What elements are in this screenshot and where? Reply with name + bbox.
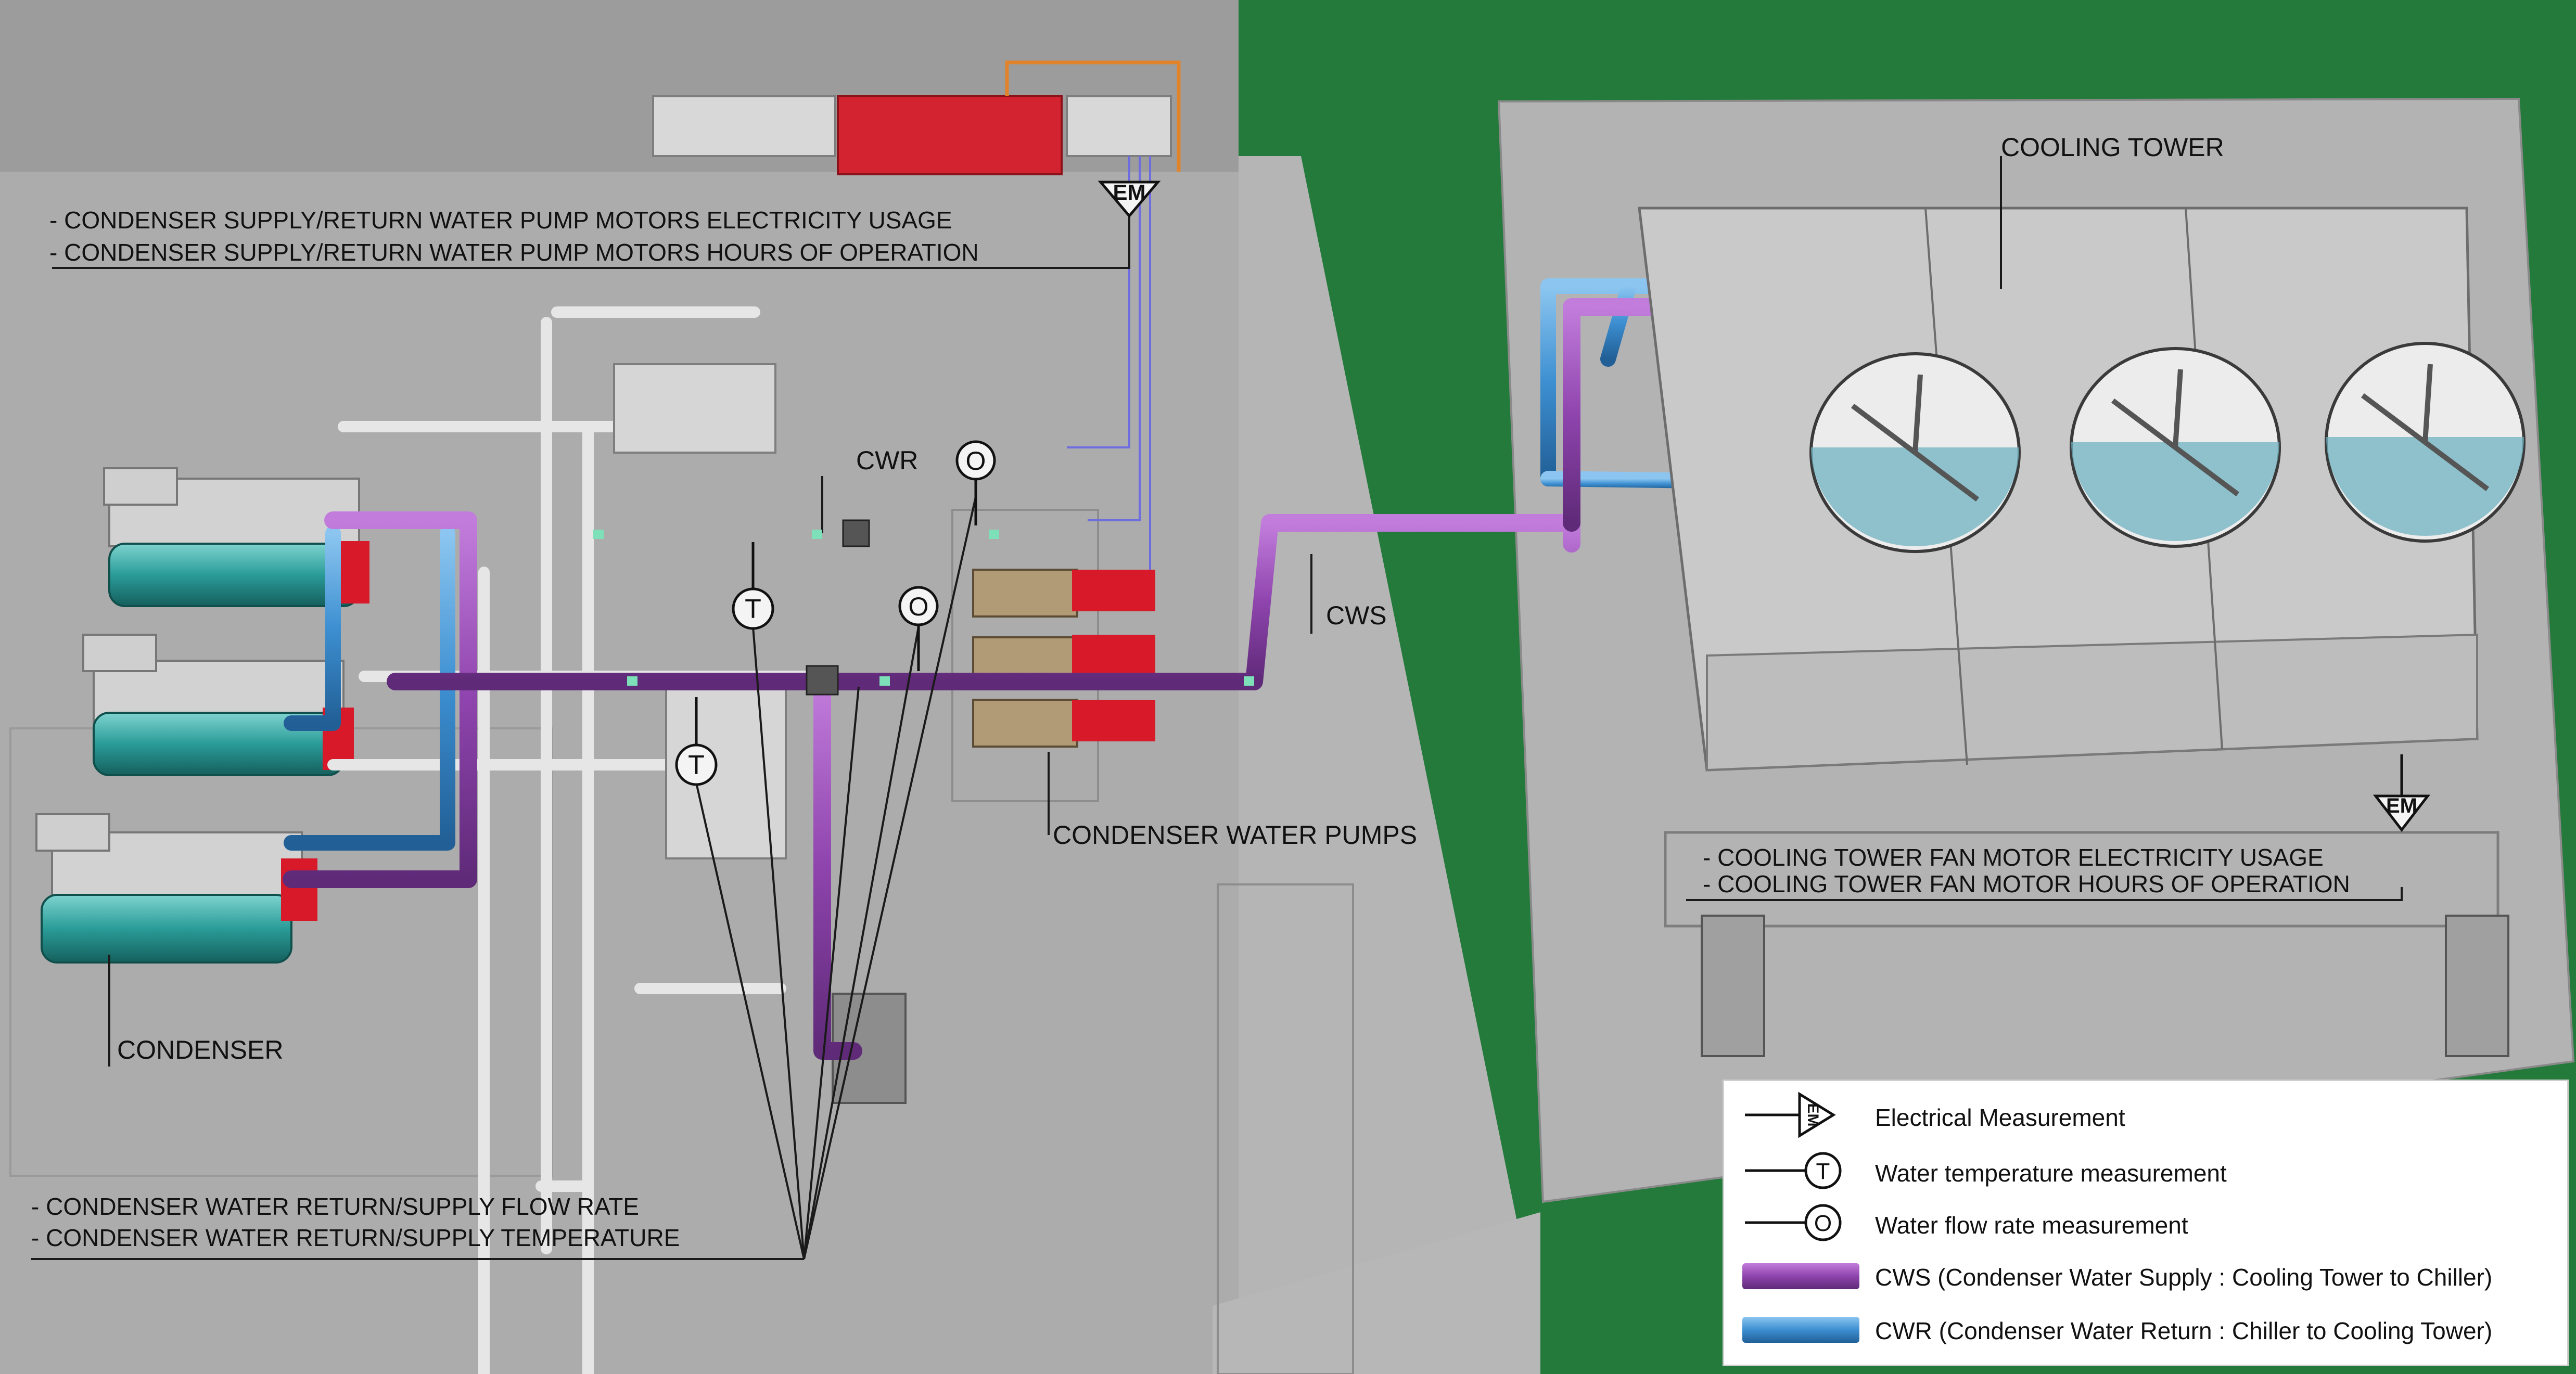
em-text-pumps: EM (1113, 180, 1146, 204)
cooling-tower (1638, 207, 2526, 1057)
cwr-label: CWR (856, 446, 919, 475)
panel-group-left (652, 95, 836, 157)
temperature-sensor-cwr: T (732, 542, 774, 630)
condenser-label: CONDENSER (117, 1035, 284, 1064)
flow-glyph-1: O (966, 446, 986, 476)
temperature-sensor-cws: T (675, 697, 718, 786)
flow-sensor-cws: O (898, 586, 939, 671)
valves (806, 519, 870, 696)
legend-row-cwr: CWR (Condenser Water Return : Chiller to… (1724, 1302, 2567, 1354)
flow-glyph-2: O (909, 592, 929, 621)
condenser-water-pumps (972, 569, 1155, 748)
floor-grate (1217, 883, 1354, 1374)
cwr-pipe-swatch (1742, 1317, 1859, 1343)
svg-text:T: T (1816, 1159, 1830, 1184)
water-temperature-note: - CONDENSER WATER RETURN/SUPPLY TEMPERAT… (31, 1224, 680, 1251)
pump-electricity-note: - CONDENSER SUPPLY/RETURN WATER PUMP MOT… (49, 207, 952, 234)
tower-louvers (1706, 633, 2478, 772)
condenser-unit-1 (103, 467, 369, 607)
lower-slab (1213, 1212, 1540, 1374)
legend-label-temperature: Water temperature measurement (1875, 1160, 2227, 1187)
em-icon: EM (1745, 1092, 1836, 1138)
cws-label: CWS (1326, 601, 1387, 630)
flow-sensor-icon: O (1745, 1204, 1842, 1241)
temperature-sensor-icon: T (1745, 1152, 1842, 1189)
cws-pipes (283, 298, 1690, 1060)
panel-group-right (1066, 95, 1172, 157)
panel-orange-line (1005, 60, 1181, 172)
valve-cwr (842, 519, 870, 547)
cooling-tower-label: COOLING TOWER (2001, 133, 2224, 162)
red-panel (837, 95, 1063, 175)
legend-row-cws: CWS (Condenser Water Supply : Cooling To… (1724, 1249, 2567, 1301)
legend-label-em: Electrical Measurement (1875, 1104, 2125, 1131)
fittings (593, 530, 1254, 686)
svg-text:EM: EM (1804, 1103, 1821, 1127)
em-symbol-tower: EM (2373, 754, 2431, 832)
valve-cws (806, 665, 839, 696)
pump-hours-note: - CONDENSER SUPPLY/RETURN WATER PUMP MOT… (49, 239, 979, 266)
water-flow-note: - CONDENSER WATER RETURN/SUPPLY FLOW RAT… (31, 1193, 639, 1220)
legend-row-em: EM Electrical Measurement (1724, 1089, 2567, 1141)
temp-glyph-2: T (688, 750, 705, 780)
legend-label-flow: Water flow rate measurement (1875, 1212, 2188, 1239)
condenser-water-pumps-label: CONDENSER WATER PUMPS (1053, 820, 1418, 850)
svg-text:O: O (1814, 1211, 1832, 1236)
legend-label-cws: CWS (Condenser Water Supply : Cooling To… (1875, 1264, 2493, 1291)
em-text-tower: EM (2386, 794, 2417, 817)
floor-strip (1239, 156, 1535, 1311)
temp-glyph-1: T (745, 594, 761, 624)
tower-fan-electricity-note: - COOLING TOWER FAN MOTOR ELECTRICITY US… (1703, 844, 2324, 871)
legend-row-temperature: T Water temperature measurement (1724, 1145, 2567, 1197)
legend-label-cwr: CWR (Condenser Water Return : Chiller to… (1875, 1317, 2493, 1344)
em-symbol-pumps: EM (1098, 180, 1161, 218)
legend-row-flow: O Water flow rate measurement (1724, 1197, 2567, 1249)
leader-lines (31, 156, 2403, 1260)
condenser-unit-3 (35, 813, 317, 964)
flow-sensor-cwr: O (955, 440, 996, 525)
cws-pipe-swatch (1742, 1263, 1859, 1289)
tower-fan-hours-note: - COOLING TOWER FAN MOTOR HOURS OF OPERA… (1703, 870, 2350, 897)
legend: EM Electrical Measurement T Water temper… (1723, 1080, 2569, 1366)
